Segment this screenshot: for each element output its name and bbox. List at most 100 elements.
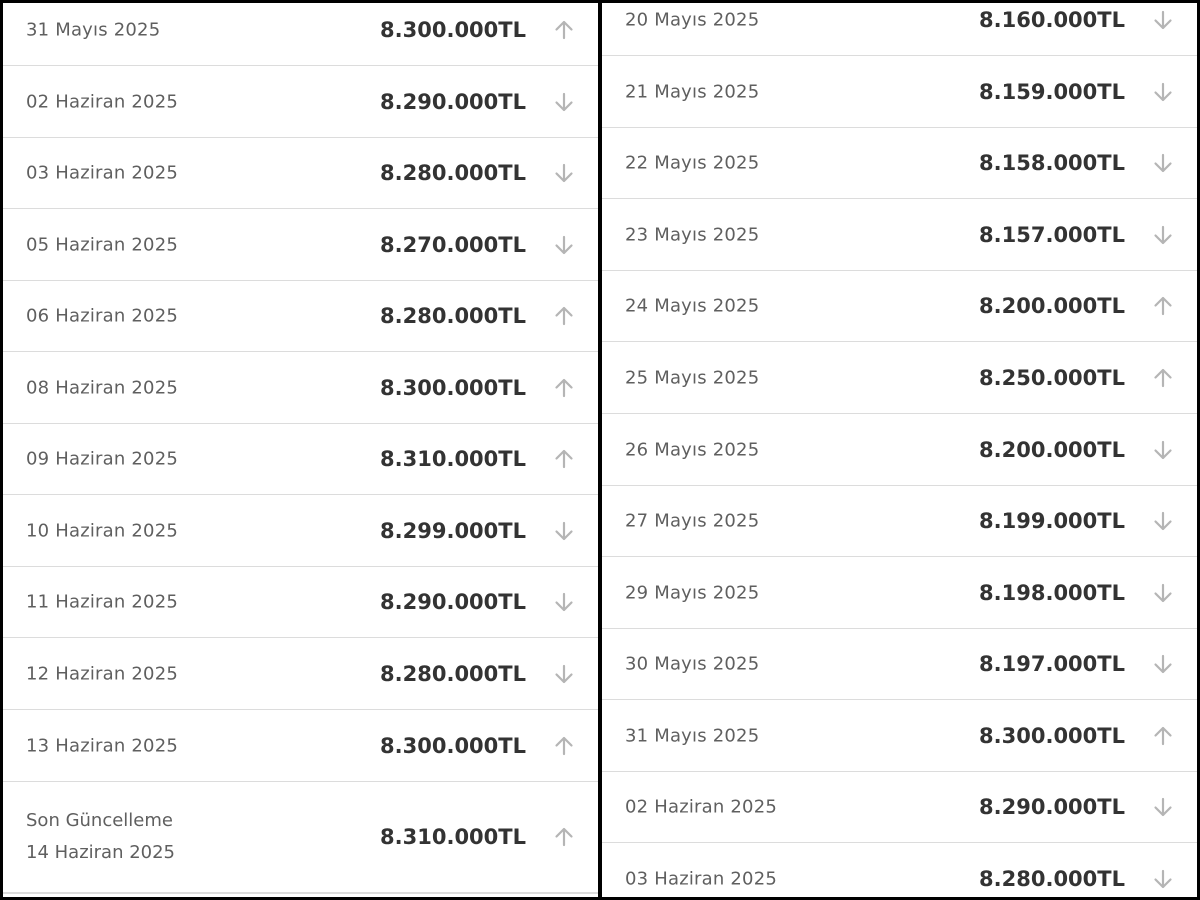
list-item-date: 03 Haziran 2025: [625, 868, 778, 890]
arrow-up-icon: [552, 18, 576, 42]
arrow-down-icon: [1151, 581, 1175, 605]
arrow-up-icon: [1151, 366, 1175, 390]
list-item-price: 8.300.000TL: [979, 724, 1125, 748]
list-item-date: 08 Haziran 2025: [26, 377, 179, 399]
arrow-down-icon: [552, 233, 576, 257]
list-item: 30 Mayıs 2025 8.197.000TL: [602, 629, 1197, 700]
list-item: 02 Haziran 2025 8.290.000TL: [602, 772, 1197, 843]
list-item-price: 8.270.000TL: [380, 233, 526, 257]
list-item-date: 12 Haziran 2025: [26, 663, 179, 685]
list-item-price: 8.250.000TL: [979, 366, 1125, 390]
list-item: 03 Haziran 2025 8.280.000TL: [3, 138, 598, 209]
list-item: 10 Haziran 2025 8.299.000TL: [3, 496, 598, 567]
arrow-down-icon: [1151, 80, 1175, 104]
arrow-down-icon: [552, 590, 576, 614]
list-item: 05 Haziran 2025 8.270.000TL: [3, 210, 598, 281]
list-item-price: 8.157.000TL: [979, 223, 1125, 247]
arrow-down-icon: [1151, 151, 1175, 175]
last-update-label: Son Güncelleme: [26, 810, 173, 831]
arrow-up-icon: [1151, 724, 1175, 748]
price-history-list-left: 31 Mayıs 2025 8.300.000TL 02 Haziran 202…: [3, 3, 598, 897]
list-item: 25 Mayıs 2025 8.250.000TL: [602, 343, 1197, 414]
list-item-date: 29 Mayıs 2025: [625, 582, 760, 604]
list-item-date: 31 Mayıs 2025: [625, 725, 760, 747]
list-item: 13 Haziran 2025 8.300.000TL: [3, 711, 598, 782]
list-item-date: 24 Mayıs 2025: [625, 295, 760, 317]
list-item: 21 Mayıs 2025 8.159.000TL: [602, 57, 1197, 128]
list-item-date: 02 Haziran 2025: [625, 796, 778, 818]
list-item-price: 8.290.000TL: [380, 590, 526, 614]
arrow-down-icon: [1151, 652, 1175, 676]
list-item-price: 8.300.000TL: [380, 734, 526, 758]
arrow-up-icon: [552, 734, 576, 758]
arrow-up-icon: [552, 376, 576, 400]
list-item-date: 05 Haziran 2025: [26, 234, 179, 256]
list-item-price: 8.200.000TL: [979, 438, 1125, 462]
list-item: 31 Mayıs 2025 8.300.000TL: [3, 3, 598, 66]
last-update-block: Son Güncelleme 14 Haziran 2025: [26, 805, 175, 869]
list-item: 06 Haziran 2025 8.280.000TL: [3, 281, 598, 352]
list-item-price: 8.159.000TL: [979, 80, 1125, 104]
list-item-price: 8.200.000TL: [979, 294, 1125, 318]
list-item: 23 Mayıs 2025 8.157.000TL: [602, 200, 1197, 271]
arrow-down-icon: [1151, 223, 1175, 247]
list-item-date: 11 Haziran 2025: [26, 591, 179, 613]
list-item-date: 26 Mayıs 2025: [625, 439, 760, 461]
list-item: 11 Haziran 2025 8.290.000TL: [3, 567, 598, 638]
list-item-price: 8.158.000TL: [979, 151, 1125, 175]
arrow-up-icon: [552, 304, 576, 328]
list-item-price: 8.310.000TL: [380, 447, 526, 471]
list-item-price: 8.280.000TL: [380, 161, 526, 185]
arrow-down-icon: [552, 662, 576, 686]
list-item-date: 13 Haziran 2025: [26, 735, 179, 757]
list-item-price: 8.280.000TL: [380, 304, 526, 328]
arrow-down-icon: [552, 90, 576, 114]
list-item: 03 Haziran 2025 8.280.000TL: [602, 844, 1197, 897]
arrow-down-icon: [1151, 438, 1175, 462]
list-item-date: 03 Haziran 2025: [26, 162, 179, 184]
list-item-price: 8.290.000TL: [979, 795, 1125, 819]
list-item-date: 27 Mayıs 2025: [625, 510, 760, 532]
list-item-date: 20 Mayıs 2025: [625, 9, 760, 31]
arrow-down-icon: [552, 161, 576, 185]
list-item-date: 30 Mayıs 2025: [625, 653, 760, 675]
list-item: 29 Mayıs 2025 8.198.000TL: [602, 558, 1197, 629]
list-item-date: 06 Haziran 2025: [26, 305, 179, 327]
last-update-date: 14 Haziran 2025: [26, 842, 176, 863]
list-item-price: 8.299.000TL: [380, 519, 526, 543]
last-update-row: Son Güncelleme 14 Haziran 2025 8.310.000…: [3, 782, 598, 894]
arrow-down-icon: [1151, 8, 1175, 32]
list-item-date: 09 Haziran 2025: [26, 448, 179, 470]
last-update-price: 8.310.000TL: [380, 825, 526, 849]
list-item: 31 Mayıs 2025 8.300.000TL: [602, 701, 1197, 772]
list-item-date: 10 Haziran 2025: [26, 520, 179, 542]
arrow-down-icon: [552, 519, 576, 543]
list-item-date: 25 Mayıs 2025: [625, 367, 760, 389]
arrow-up-icon: [1151, 294, 1175, 318]
list-item: 26 Mayıs 2025 8.200.000TL: [602, 415, 1197, 486]
arrow-down-icon: [1151, 795, 1175, 819]
list-item-price: 8.198.000TL: [979, 581, 1125, 605]
arrow-up-icon: [552, 825, 576, 849]
list-item-date: 31 Mayıs 2025: [26, 19, 161, 41]
list-item-price: 8.199.000TL: [979, 509, 1125, 533]
list-item-price: 8.290.000TL: [380, 90, 526, 114]
arrow-up-icon: [552, 447, 576, 471]
list-item: 09 Haziran 2025 8.310.000TL: [3, 424, 598, 495]
arrow-down-icon: [1151, 509, 1175, 533]
list-item: 22 Mayıs 2025 8.158.000TL: [602, 128, 1197, 199]
list-item-date: 21 Mayıs 2025: [625, 81, 760, 103]
list-item-date: 02 Haziran 2025: [26, 91, 179, 113]
list-item-price: 8.300.000TL: [380, 18, 526, 42]
price-history-list-right: 20 Mayıs 2025 8.160.000TL 21 Mayıs 2025 …: [602, 3, 1197, 897]
list-item-price: 8.300.000TL: [380, 376, 526, 400]
list-item: 02 Haziran 2025 8.290.000TL: [3, 67, 598, 138]
list-item-date: 22 Mayıs 2025: [625, 152, 760, 174]
arrow-down-icon: [1151, 867, 1175, 891]
list-item: 27 Mayıs 2025 8.199.000TL: [602, 486, 1197, 557]
list-item-price: 8.280.000TL: [979, 867, 1125, 891]
list-item: 20 Mayıs 2025 8.160.000TL: [602, 3, 1197, 56]
list-item: 12 Haziran 2025 8.280.000TL: [3, 639, 598, 710]
list-item-date: 23 Mayıs 2025: [625, 224, 760, 246]
